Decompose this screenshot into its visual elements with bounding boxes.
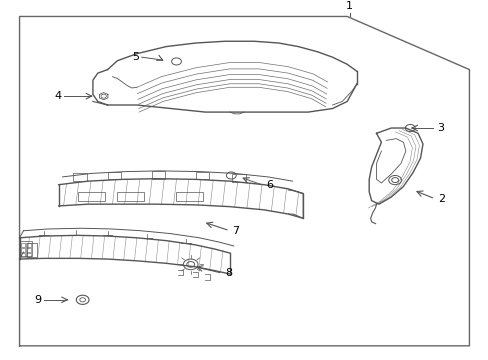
Text: 7: 7 bbox=[232, 226, 239, 236]
Text: 4: 4 bbox=[54, 91, 61, 101]
Bar bbox=[232, 175, 245, 182]
Text: 5: 5 bbox=[132, 52, 139, 62]
Bar bbox=[26, 248, 31, 252]
Bar bbox=[20, 253, 25, 257]
Bar bbox=[27, 243, 37, 257]
Text: 1: 1 bbox=[346, 1, 352, 11]
Text: 9: 9 bbox=[34, 295, 41, 305]
Bar bbox=[117, 192, 144, 201]
Bar bbox=[73, 174, 87, 181]
Text: 8: 8 bbox=[224, 268, 232, 278]
Bar bbox=[26, 243, 31, 247]
Bar bbox=[20, 243, 25, 247]
Text: 6: 6 bbox=[266, 180, 273, 190]
Bar bbox=[20, 240, 32, 256]
Bar bbox=[78, 193, 105, 201]
Bar bbox=[151, 171, 165, 179]
Bar bbox=[176, 193, 203, 201]
Text: 2: 2 bbox=[437, 194, 444, 204]
Bar bbox=[26, 253, 31, 257]
Text: 3: 3 bbox=[437, 123, 444, 133]
Bar bbox=[20, 248, 25, 252]
Bar bbox=[107, 172, 121, 179]
Bar bbox=[195, 172, 209, 179]
